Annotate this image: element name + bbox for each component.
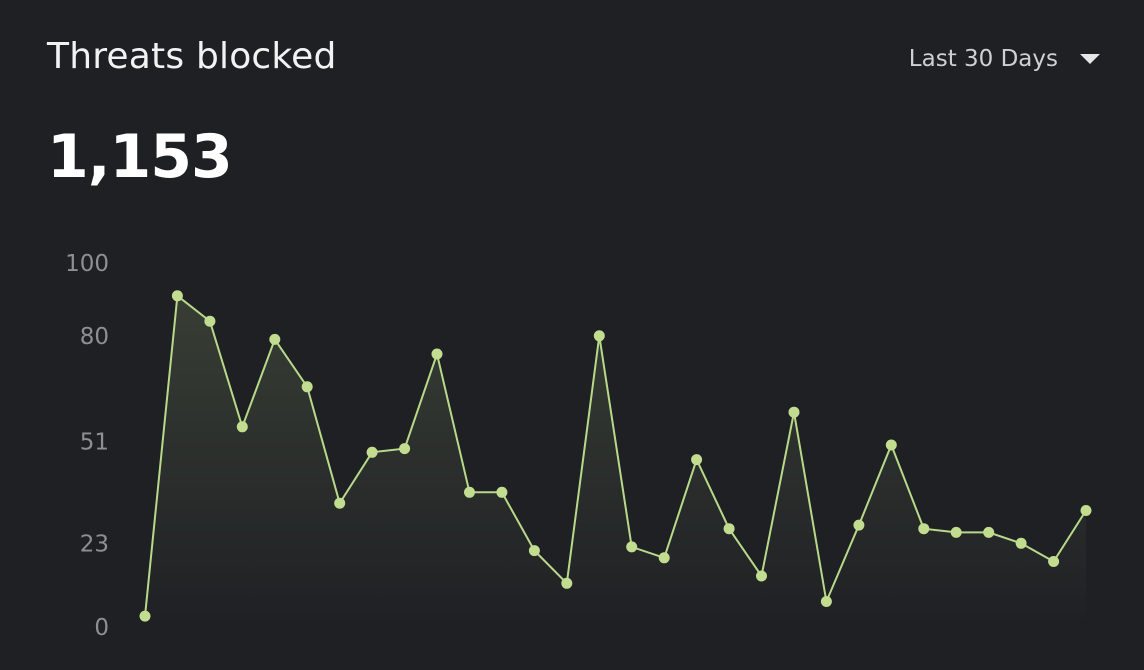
data-point[interactable]	[820, 596, 832, 607]
data-point[interactable]	[269, 333, 281, 345]
chevron-down-icon	[1080, 54, 1100, 64]
data-point[interactable]	[788, 406, 800, 418]
data-point[interactable]	[399, 443, 411, 455]
data-point[interactable]	[1080, 505, 1092, 516]
data-point[interactable]	[431, 348, 443, 360]
page-title: Threats blocked	[47, 36, 337, 77]
data-point[interactable]	[236, 421, 248, 433]
data-point[interactable]	[983, 526, 995, 538]
data-point[interactable]	[658, 552, 670, 564]
data-point[interactable]	[853, 519, 865, 531]
data-point[interactable]	[366, 446, 378, 458]
series-points	[139, 290, 1092, 622]
y-tick-label: 51	[80, 429, 109, 455]
data-point[interactable]	[171, 290, 183, 302]
y-tick-label: 100	[65, 251, 109, 277]
data-point[interactable]	[885, 439, 897, 451]
data-point[interactable]	[528, 545, 540, 557]
date-range-dropdown[interactable]: Last 30 Days	[909, 46, 1100, 72]
data-point[interactable]	[496, 486, 508, 498]
y-tick-label: 80	[80, 324, 109, 350]
data-point[interactable]	[334, 497, 346, 509]
series-area	[145, 295, 1086, 627]
data-point[interactable]	[691, 454, 703, 466]
data-point[interactable]	[723, 523, 735, 535]
data-point[interactable]	[204, 315, 216, 327]
data-point[interactable]	[626, 541, 638, 553]
data-point[interactable]	[593, 330, 605, 342]
y-axis: 0 23 51 80 100	[65, 251, 109, 641]
data-point[interactable]	[756, 570, 767, 582]
y-tick-label: 0	[94, 615, 109, 641]
data-point[interactable]	[1015, 537, 1027, 549]
data-point[interactable]	[464, 486, 475, 498]
y-tick-label: 23	[80, 531, 109, 557]
data-point[interactable]	[139, 610, 151, 622]
data-point[interactable]	[918, 523, 930, 535]
data-point[interactable]	[1048, 556, 1060, 567]
data-point[interactable]	[301, 381, 313, 393]
threats-total-value: 1,153	[47, 122, 233, 192]
data-point[interactable]	[950, 526, 962, 538]
data-point[interactable]	[561, 577, 573, 589]
date-range-label: Last 30 Days	[908, 46, 1058, 72]
